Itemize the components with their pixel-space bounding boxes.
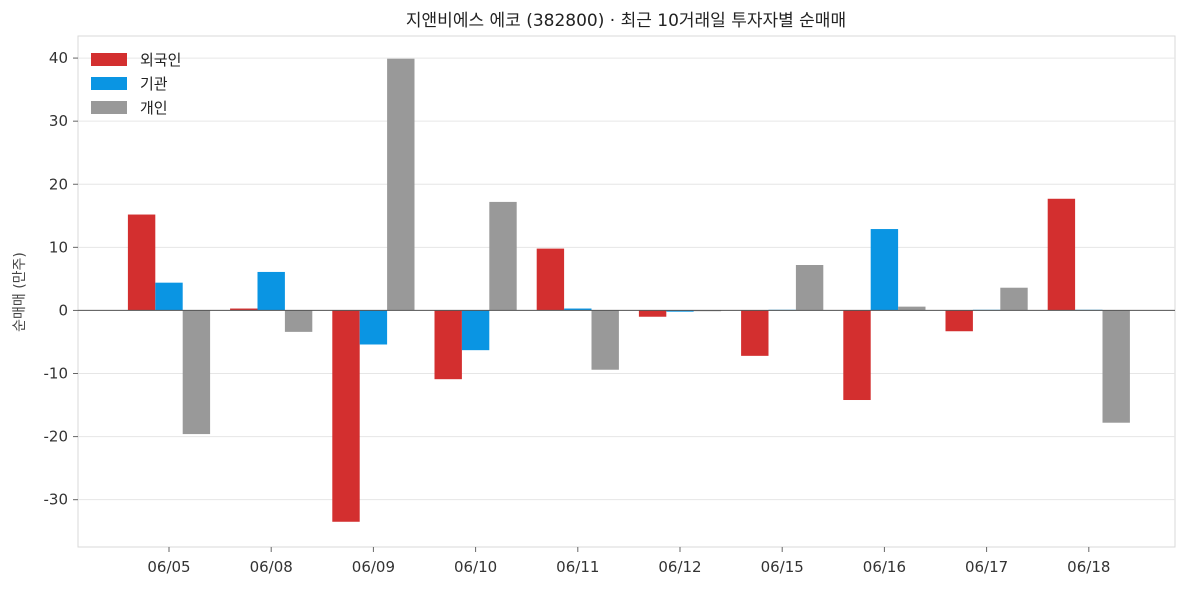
- bar-06-05-1: [155, 282, 183, 311]
- chart-title: 지앤비에스 에코 (382800) · 최근 10거래일 투자자별 순매매: [406, 11, 846, 31]
- x-tick-label: 06/08: [250, 558, 293, 576]
- bar-06-18-0: [1047, 198, 1076, 311]
- y-axis-label: 순매매 (만주): [12, 252, 28, 332]
- bar-06-08-2: [284, 310, 313, 332]
- x-tick-label: 06/18: [1067, 558, 1110, 576]
- gridlines: [78, 57, 1175, 501]
- legend-label-2: 개인: [140, 99, 168, 117]
- bars: [127, 58, 1130, 522]
- bar-06-05-2: [182, 310, 211, 435]
- y-tick-label: 40: [49, 49, 68, 67]
- x-tick-label: 06/16: [863, 558, 906, 576]
- bar-06-09-2: [387, 58, 415, 311]
- y-tick-label: -10: [44, 365, 69, 383]
- x-tick-label: 06/12: [658, 558, 701, 576]
- y-tick-label: -20: [44, 428, 69, 446]
- legend-swatch-1: [91, 77, 127, 90]
- bar-06-17-2: [1000, 287, 1028, 311]
- x-tick-label: 06/15: [761, 558, 804, 576]
- y-axis: -30 -20 -10 0 10 20 30 40: [44, 49, 78, 509]
- bar-06-05-0: [127, 214, 156, 311]
- legend-swatch-2: [91, 101, 127, 114]
- bar-06-11-1: [564, 308, 592, 311]
- x-tick-label: 06/05: [147, 558, 190, 576]
- bar-06-16-0: [843, 310, 871, 401]
- bar-06-15-2: [795, 265, 824, 311]
- y-tick-label: 30: [49, 112, 68, 130]
- bar-06-10-2: [489, 201, 517, 311]
- x-tick-label: 06/17: [965, 558, 1008, 576]
- bar-06-18-2: [1102, 310, 1130, 423]
- bar-06-08-0: [230, 308, 258, 311]
- bar-06-16-1: [870, 229, 899, 311]
- x-axis: 06/05 06/08 06/09 06/10 06/11 06/12 06/15 06/16…: [147, 547, 1110, 576]
- bar-06-15-0: [741, 310, 769, 356]
- bar-06-11-0: [536, 248, 565, 311]
- bar-06-09-1: [359, 310, 388, 345]
- bar-06-08-1: [257, 271, 285, 311]
- legend-label-1: 기관: [140, 75, 168, 93]
- bar-06-12-1: [666, 310, 694, 312]
- bar-06-11-2: [591, 310, 619, 370]
- y-tick-label: 0: [58, 301, 68, 319]
- bar-06-12-0: [638, 310, 667, 317]
- bar-06-09-0: [332, 310, 360, 522]
- y-tick-label: 20: [49, 175, 68, 193]
- y-tick-label: 10: [49, 238, 68, 256]
- y-tick-label: -30: [44, 491, 69, 509]
- legend-swatch-0: [91, 53, 127, 66]
- x-tick-label: 06/10: [454, 558, 497, 576]
- legend-label-0: 외국인: [140, 51, 181, 69]
- bar-06-17-0: [945, 310, 973, 332]
- bar-06-10-0: [434, 310, 462, 380]
- bar-06-16-2: [898, 306, 926, 311]
- x-tick-label: 06/09: [352, 558, 395, 576]
- bar-06-10-1: [461, 310, 490, 351]
- x-tick-label: 06/11: [556, 558, 599, 576]
